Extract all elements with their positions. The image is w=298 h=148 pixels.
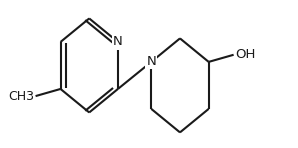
Text: N: N [113,36,123,48]
Text: N: N [146,55,156,68]
Text: CH3: CH3 [8,90,34,103]
Text: OH: OH [235,48,255,61]
